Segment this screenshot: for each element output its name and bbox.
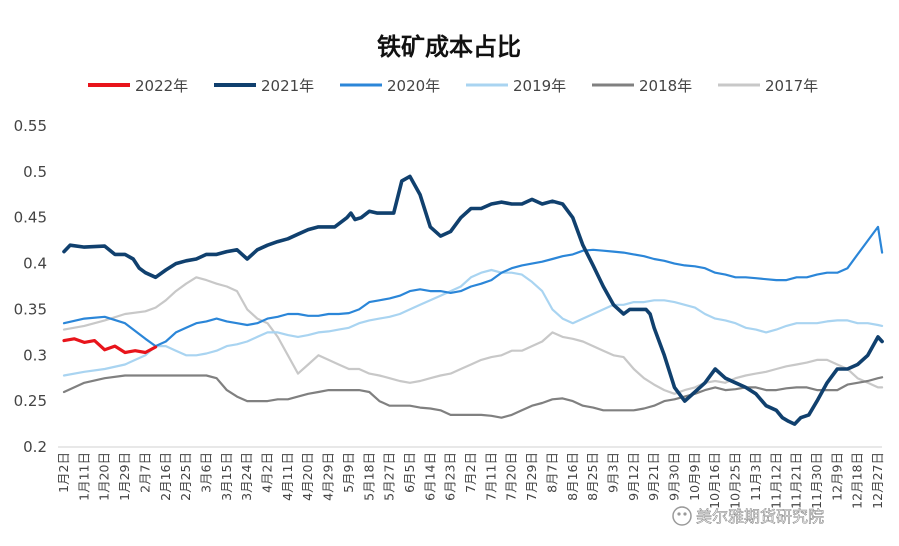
y-tick-label: 0.4 [23, 255, 47, 273]
legend-label: 2017年 [765, 77, 818, 95]
x-tick-label: 9月3日 [605, 452, 620, 493]
x-tick-label: 2月7日 [137, 452, 152, 493]
y-tick-label: 0.35 [14, 300, 47, 318]
x-tick-label: 5月18日 [361, 452, 376, 501]
x-tick-label: 11月21日 [789, 452, 804, 509]
x-tick-label: 3月24日 [239, 452, 254, 501]
x-tick-label: 6月5日 [402, 452, 417, 493]
legend-label: 2020年 [387, 77, 440, 95]
x-tick-label: 1月11日 [76, 452, 91, 501]
series-line-3 [62, 268, 884, 377]
x-tick-label: 11月30日 [809, 452, 824, 509]
x-tick-label: 5月27日 [382, 452, 397, 501]
y-tick-label: 0.5 [23, 163, 47, 181]
x-tick-label: 2月25日 [178, 452, 193, 501]
x-tick-label: 4月11日 [280, 452, 295, 501]
x-tick-label: 12月9日 [829, 452, 844, 501]
legend-label: 2019年 [513, 77, 566, 95]
series-line-4 [62, 374, 884, 419]
series-line-0 [62, 337, 158, 355]
x-tick-label: 2月16日 [158, 452, 173, 501]
x-tick-label: 5月9日 [341, 452, 356, 493]
series-line-2 [62, 225, 884, 348]
series-line-1 [62, 174, 884, 426]
x-tick-label: 10月9日 [687, 452, 702, 501]
y-axis: 0.2 0.25 0.3 0.35 0.4 0.45 0.5 0.55 [14, 117, 47, 456]
x-tick-label: 10月25日 [728, 452, 743, 509]
x-tick-label: 11月3日 [748, 452, 763, 501]
x-tick-label: 7月29日 [524, 452, 539, 501]
x-tick-label: 7月20日 [504, 452, 519, 501]
x-tick-label: 12月18日 [850, 452, 865, 509]
x-tick-label: 10月16日 [707, 452, 722, 509]
y-tick-label: 0.3 [23, 346, 47, 364]
series-line-5 [62, 276, 884, 395]
x-tick-label: 1月20日 [97, 452, 112, 501]
x-tick-label: 7月2日 [463, 452, 478, 493]
legend-label: 2022年 [135, 77, 188, 95]
y-tick-label: 0.45 [14, 209, 47, 227]
legend-label: 2018年 [639, 77, 692, 95]
x-tick-label: 4月29日 [321, 452, 336, 501]
x-tick-label: 6月14日 [422, 452, 437, 501]
watermark-logo-icon [672, 506, 692, 526]
x-tick-label: 8月25日 [585, 452, 600, 501]
x-tick-label: 4月2日 [260, 452, 275, 493]
x-tick-label: 7月11日 [483, 452, 498, 501]
x-tick-label: 1月2日 [56, 452, 71, 493]
x-tick-label: 6月23日 [443, 452, 458, 501]
series-group [62, 174, 884, 426]
y-tick-label: 0.25 [14, 392, 47, 410]
watermark: 美尔雅期货研究院 [672, 506, 824, 526]
legend: 2022年 2021年 2020年 2019年 2018年 2017年 [88, 77, 818, 95]
chart-title: 铁矿成本占比 [377, 32, 521, 61]
x-tick-label: 9月30日 [667, 452, 682, 501]
x-tick-label: 1月29日 [117, 452, 132, 501]
x-tick-label: 8月16日 [565, 452, 580, 501]
x-tick-label: 3月15日 [219, 452, 234, 501]
x-tick-label: 4月20日 [300, 452, 315, 501]
x-tick-label: 11月12日 [768, 452, 783, 509]
legend-label: 2021年 [261, 77, 314, 95]
x-tick-label: 9月12日 [626, 452, 641, 501]
x-tick-label: 3月6日 [198, 452, 213, 493]
watermark-logo-dot-icon [677, 512, 681, 516]
x-axis: 1月2日 1月11日 1月20日 1月29日 2月7日 2月16日 2月25日 3月6日 3月1… [56, 452, 885, 509]
y-tick-label: 0.55 [14, 117, 47, 135]
y-tick-label: 0.2 [23, 438, 47, 456]
x-tick-label: 8月7日 [544, 452, 559, 493]
watermark-logo-dot-icon [683, 512, 687, 516]
x-tick-label: 9月21日 [646, 452, 661, 501]
x-tick-label: 12月27日 [870, 452, 885, 509]
watermark-text: 美尔雅期货研究院 [696, 507, 824, 526]
